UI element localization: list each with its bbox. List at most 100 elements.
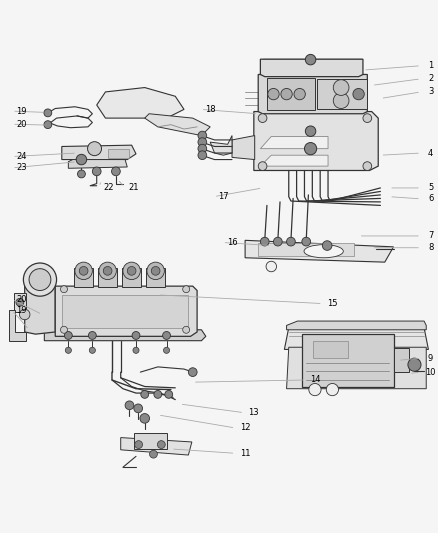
- Circle shape: [23, 263, 57, 296]
- Circle shape: [29, 269, 51, 290]
- Circle shape: [198, 138, 207, 147]
- Text: 12: 12: [240, 424, 251, 432]
- Circle shape: [99, 262, 117, 280]
- Polygon shape: [245, 240, 393, 262]
- Text: 24: 24: [16, 152, 27, 161]
- Circle shape: [294, 88, 305, 100]
- Circle shape: [88, 332, 96, 340]
- Circle shape: [44, 109, 52, 117]
- Circle shape: [16, 298, 24, 306]
- Text: 20: 20: [16, 295, 27, 304]
- Circle shape: [363, 161, 372, 171]
- Circle shape: [326, 383, 339, 395]
- Text: 19: 19: [16, 305, 27, 314]
- Circle shape: [286, 237, 295, 246]
- Circle shape: [147, 262, 164, 280]
- Circle shape: [89, 347, 95, 353]
- Polygon shape: [55, 286, 197, 336]
- Circle shape: [258, 114, 267, 123]
- Polygon shape: [286, 347, 426, 389]
- Circle shape: [305, 54, 316, 65]
- Text: 15: 15: [327, 299, 338, 308]
- Polygon shape: [62, 145, 136, 159]
- Circle shape: [363, 114, 372, 123]
- Circle shape: [198, 131, 207, 140]
- Text: 19: 19: [16, 107, 27, 116]
- Circle shape: [19, 309, 30, 320]
- Circle shape: [163, 347, 170, 353]
- Polygon shape: [145, 114, 210, 135]
- Circle shape: [44, 121, 52, 128]
- Circle shape: [305, 126, 316, 136]
- Polygon shape: [260, 155, 328, 166]
- Circle shape: [79, 266, 88, 275]
- Circle shape: [141, 391, 148, 398]
- Circle shape: [260, 237, 269, 246]
- Text: 7: 7: [428, 231, 433, 240]
- Circle shape: [322, 241, 332, 251]
- Circle shape: [333, 80, 349, 95]
- Circle shape: [60, 326, 67, 333]
- Circle shape: [76, 155, 87, 165]
- Circle shape: [281, 88, 292, 100]
- Text: 1: 1: [428, 61, 433, 70]
- Polygon shape: [254, 111, 378, 171]
- Polygon shape: [317, 79, 367, 109]
- Circle shape: [140, 414, 149, 423]
- Circle shape: [135, 441, 142, 448]
- Text: 2: 2: [428, 74, 433, 83]
- Circle shape: [162, 332, 170, 340]
- Circle shape: [78, 170, 85, 178]
- Text: 3: 3: [428, 87, 433, 96]
- Polygon shape: [258, 75, 367, 114]
- Text: 4: 4: [428, 149, 433, 158]
- Circle shape: [353, 88, 364, 100]
- Text: 22: 22: [104, 183, 114, 191]
- Circle shape: [183, 286, 190, 293]
- Polygon shape: [97, 87, 184, 118]
- Circle shape: [88, 142, 102, 156]
- Text: 23: 23: [16, 163, 27, 172]
- Polygon shape: [286, 321, 426, 330]
- Circle shape: [258, 161, 267, 171]
- Circle shape: [127, 266, 136, 275]
- Polygon shape: [9, 310, 26, 341]
- Circle shape: [333, 93, 349, 109]
- Polygon shape: [25, 283, 55, 334]
- Circle shape: [134, 404, 142, 413]
- Bar: [122, 268, 141, 287]
- Bar: [108, 149, 130, 158]
- Circle shape: [92, 167, 101, 176]
- Bar: [313, 341, 348, 358]
- Text: 5: 5: [428, 183, 433, 192]
- Circle shape: [188, 368, 197, 376]
- Circle shape: [157, 441, 165, 448]
- Text: 11: 11: [240, 449, 251, 458]
- Polygon shape: [232, 135, 255, 159]
- Text: 21: 21: [129, 183, 139, 191]
- Polygon shape: [260, 136, 328, 149]
- Text: 10: 10: [425, 368, 436, 377]
- Bar: [267, 77, 315, 110]
- Bar: [146, 268, 165, 287]
- Circle shape: [266, 261, 276, 272]
- Bar: [393, 348, 409, 372]
- Ellipse shape: [304, 245, 343, 258]
- Circle shape: [64, 332, 72, 340]
- Circle shape: [309, 383, 321, 395]
- Circle shape: [165, 391, 173, 398]
- Circle shape: [304, 142, 317, 155]
- Bar: [302, 334, 393, 386]
- Circle shape: [273, 237, 282, 246]
- Circle shape: [112, 167, 120, 176]
- Circle shape: [302, 237, 311, 246]
- Bar: [258, 244, 354, 256]
- Circle shape: [149, 450, 157, 458]
- Circle shape: [125, 401, 134, 410]
- Text: 6: 6: [428, 195, 433, 204]
- Text: 14: 14: [310, 375, 320, 384]
- Circle shape: [154, 391, 162, 398]
- Circle shape: [65, 347, 71, 353]
- Polygon shape: [68, 159, 127, 168]
- Text: 17: 17: [218, 192, 229, 201]
